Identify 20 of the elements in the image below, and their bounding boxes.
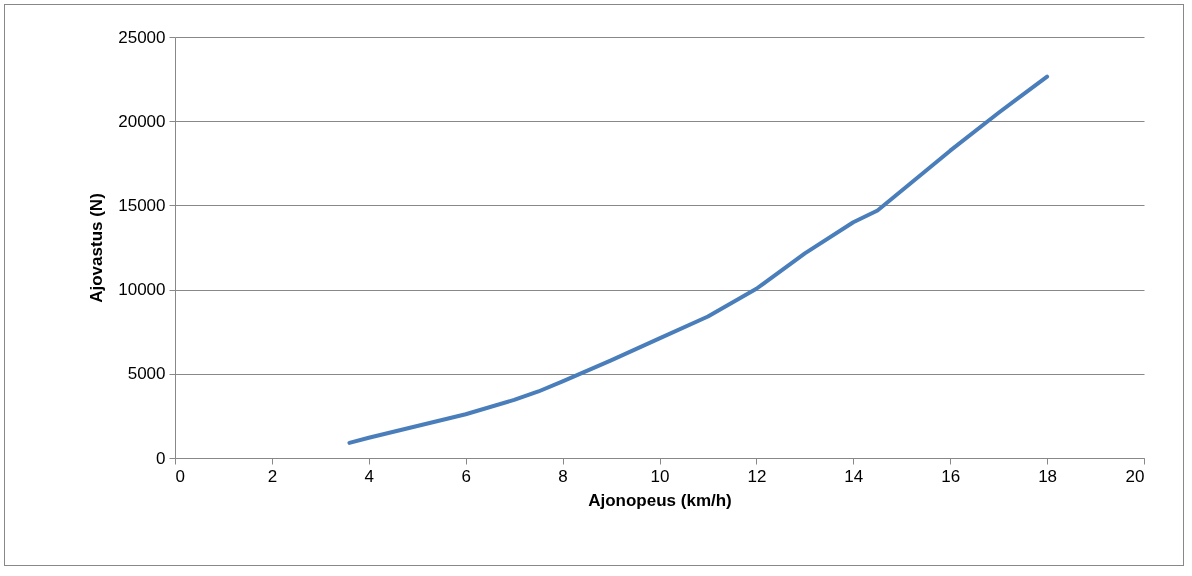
x-tick-label: 8 (558, 466, 568, 486)
y-tick-label: 10000 (118, 280, 166, 300)
y-tick-label: 25000 (118, 27, 166, 47)
line-series (347, 74, 1050, 445)
y-tick-label: 15000 (118, 195, 166, 215)
x-axis-title: Ajonopeus (km/h) (588, 490, 732, 510)
x-tick-label: 12 (747, 466, 767, 486)
x-tick-label: 14 (844, 466, 864, 486)
y-tick-label: 0 (156, 448, 166, 468)
y-axis-title: Ajovastus (N) (87, 193, 107, 303)
x-tick-label: 2 (267, 466, 278, 486)
x-tick-label: 4 (364, 466, 375, 486)
y-tick-label: 5000 (127, 364, 166, 384)
y-tick-label: 20000 (118, 111, 166, 131)
x-tick-label: 6 (461, 466, 471, 486)
x-tick-label: 20 (1125, 466, 1145, 486)
x-tick-label: 10 (650, 466, 670, 486)
x-tick-label: 16 (941, 466, 961, 486)
x-tick-label: 18 (1038, 466, 1058, 486)
x-tick-label: 0 (175, 466, 185, 486)
